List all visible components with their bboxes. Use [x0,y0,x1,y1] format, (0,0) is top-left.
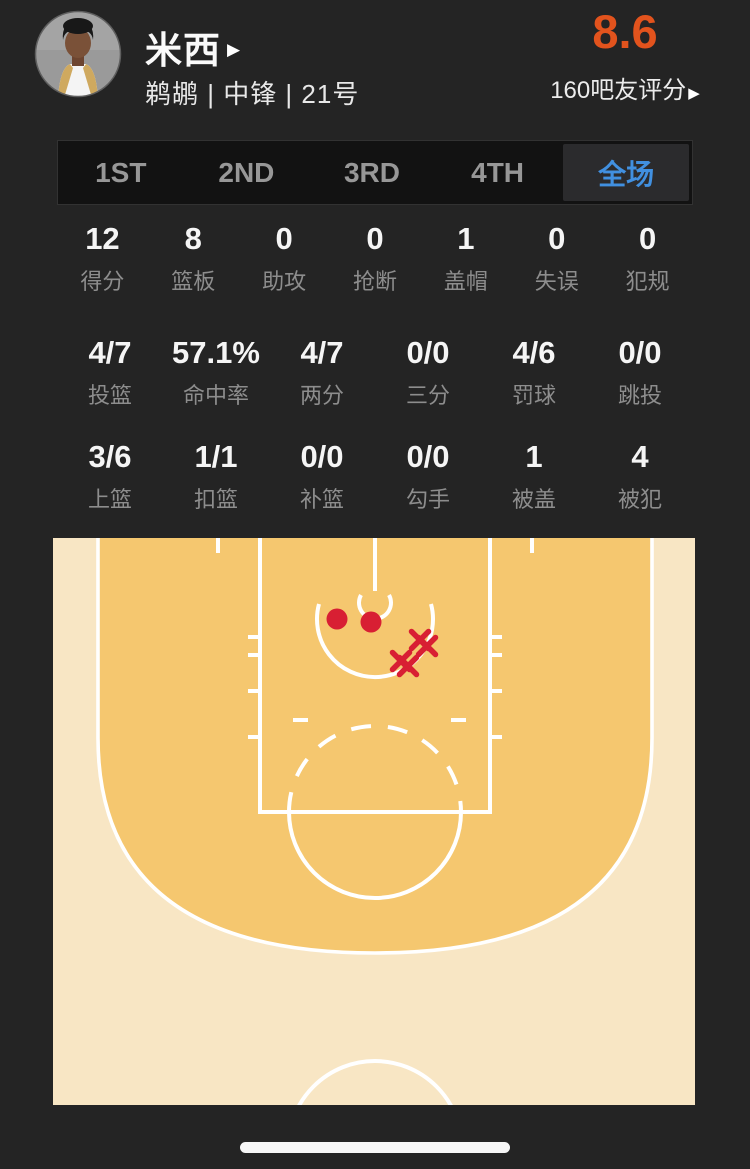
tab-1st[interactable]: 1ST [95,156,147,188]
stat-3pt: 0/0 三分 [405,335,450,408]
player-info: 鹈鹕 | 中锋 | 21号 [145,79,360,109]
ft-circle-solid [287,811,463,900]
quarter-tab-bar: 1ST 2ND 3RD 4TH 全场 [57,140,693,205]
stat-rebounds: 8 篮板 [171,221,216,294]
restricted-area-arc [315,603,435,680]
stat-turnovers: 0 失误 [534,221,579,294]
lane-lines [258,538,492,814]
rating-link[interactable]: 160吧友评分 ▶ [540,70,710,105]
name-arrow-icon: ▶ [227,40,241,59]
shot-chart [53,538,695,1105]
stat-blocked: 1 被盖 [511,439,556,512]
stat-layup: 3/6 上篮 [87,439,132,512]
stat-fouls: 0 犯规 [625,221,670,294]
tab-2nd[interactable]: 2ND [218,156,275,188]
rating-caption: 160吧友评分 [550,77,687,104]
ft-circle-dashed [287,724,463,813]
made-shot-marker [360,611,382,633]
tab-full-game[interactable]: 全场 [563,144,689,201]
stats-row-shooting: 4/7 投篮 57.1% 命中率 4/7 两分 0/0 三分 4/6 罚球 0/… [57,334,693,410]
tab-3rd[interactable]: 3RD [343,156,400,188]
stat-fg-pct: 57.1% 命中率 [172,335,260,408]
stat-points: 12 得分 [80,221,125,294]
stat-ft: 4/6 罚球 [511,335,556,408]
stat-blocks: 1 盖帽 [443,221,488,294]
rating-arrow-icon: ▶ [688,85,700,102]
player-name: 米西 [145,30,221,71]
rating-block: 8.6 160吧友评分 ▶ [540,6,710,105]
stat-2pt: 4/7 两分 [299,335,344,408]
shot-markers-layer [326,608,439,678]
stats-row-shot-types: 3/6 上篮 1/1 扣篮 0/0 补篮 0/0 勾手 1 被盖 4 被犯 [57,438,693,514]
player-name-row[interactable]: 米西 ▶ [145,20,240,74]
rating-value: 8.6 [592,5,658,58]
made-shot-marker [326,608,348,630]
missed-shot-marker [396,654,420,678]
stat-jumpshot: 0/0 跳投 [617,335,662,408]
three-point-area [98,538,652,953]
home-indicator[interactable] [240,1142,510,1153]
tab-4th[interactable]: 4TH [471,156,525,188]
stats-row-basic: 12 得分 8 篮板 0 助攻 0 抢断 1 盖帽 0 失误 0 犯规 [57,220,693,296]
three-point-line [96,538,654,955]
player-photo [35,11,121,97]
stat-hook: 0/0 勾手 [405,439,450,512]
stat-steals: 0 抢断 [353,221,398,294]
player-avatar[interactable] [34,10,122,98]
center-circle [297,1059,453,1105]
stat-dunk: 1/1 扣篮 [193,439,238,512]
missed-shot-marker [415,634,439,658]
stat-putback: 0/0 补篮 [299,439,344,512]
stat-fg: 4/7 投篮 [87,335,132,408]
stat-fouled: 4 被犯 [617,439,662,512]
stat-assists: 0 助攻 [262,221,307,294]
